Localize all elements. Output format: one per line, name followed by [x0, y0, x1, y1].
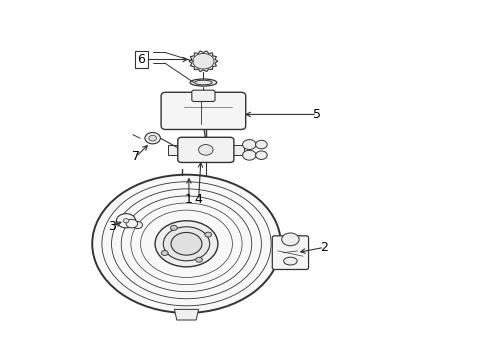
Bar — [167, 144, 178, 155]
Circle shape — [148, 135, 156, 141]
Circle shape — [171, 233, 202, 255]
Circle shape — [192, 54, 214, 69]
Circle shape — [144, 132, 160, 144]
FancyBboxPatch shape — [272, 236, 308, 270]
Text: 4: 4 — [194, 193, 202, 206]
Circle shape — [133, 221, 142, 229]
Circle shape — [281, 233, 299, 246]
Circle shape — [126, 219, 138, 228]
Circle shape — [195, 257, 202, 262]
Circle shape — [198, 145, 213, 155]
Polygon shape — [174, 309, 198, 320]
FancyBboxPatch shape — [191, 90, 215, 102]
Ellipse shape — [283, 257, 297, 265]
FancyBboxPatch shape — [178, 137, 233, 162]
Bar — [233, 144, 244, 155]
Text: 1: 1 — [184, 193, 192, 206]
Text: 7: 7 — [131, 150, 140, 163]
Circle shape — [123, 219, 129, 223]
Circle shape — [92, 175, 280, 313]
Text: 6: 6 — [137, 53, 145, 66]
Circle shape — [170, 225, 177, 230]
Text: 5: 5 — [312, 108, 320, 121]
Ellipse shape — [190, 79, 216, 86]
Circle shape — [163, 227, 209, 261]
Circle shape — [255, 151, 266, 159]
Circle shape — [255, 140, 266, 149]
Circle shape — [161, 251, 168, 256]
Circle shape — [155, 221, 218, 267]
Text: 3: 3 — [107, 220, 115, 233]
Text: 2: 2 — [320, 241, 327, 254]
Circle shape — [242, 150, 256, 160]
Circle shape — [242, 140, 256, 149]
Circle shape — [204, 232, 211, 237]
FancyBboxPatch shape — [161, 92, 245, 130]
Polygon shape — [188, 51, 218, 72]
Circle shape — [116, 214, 136, 228]
Ellipse shape — [194, 80, 212, 85]
